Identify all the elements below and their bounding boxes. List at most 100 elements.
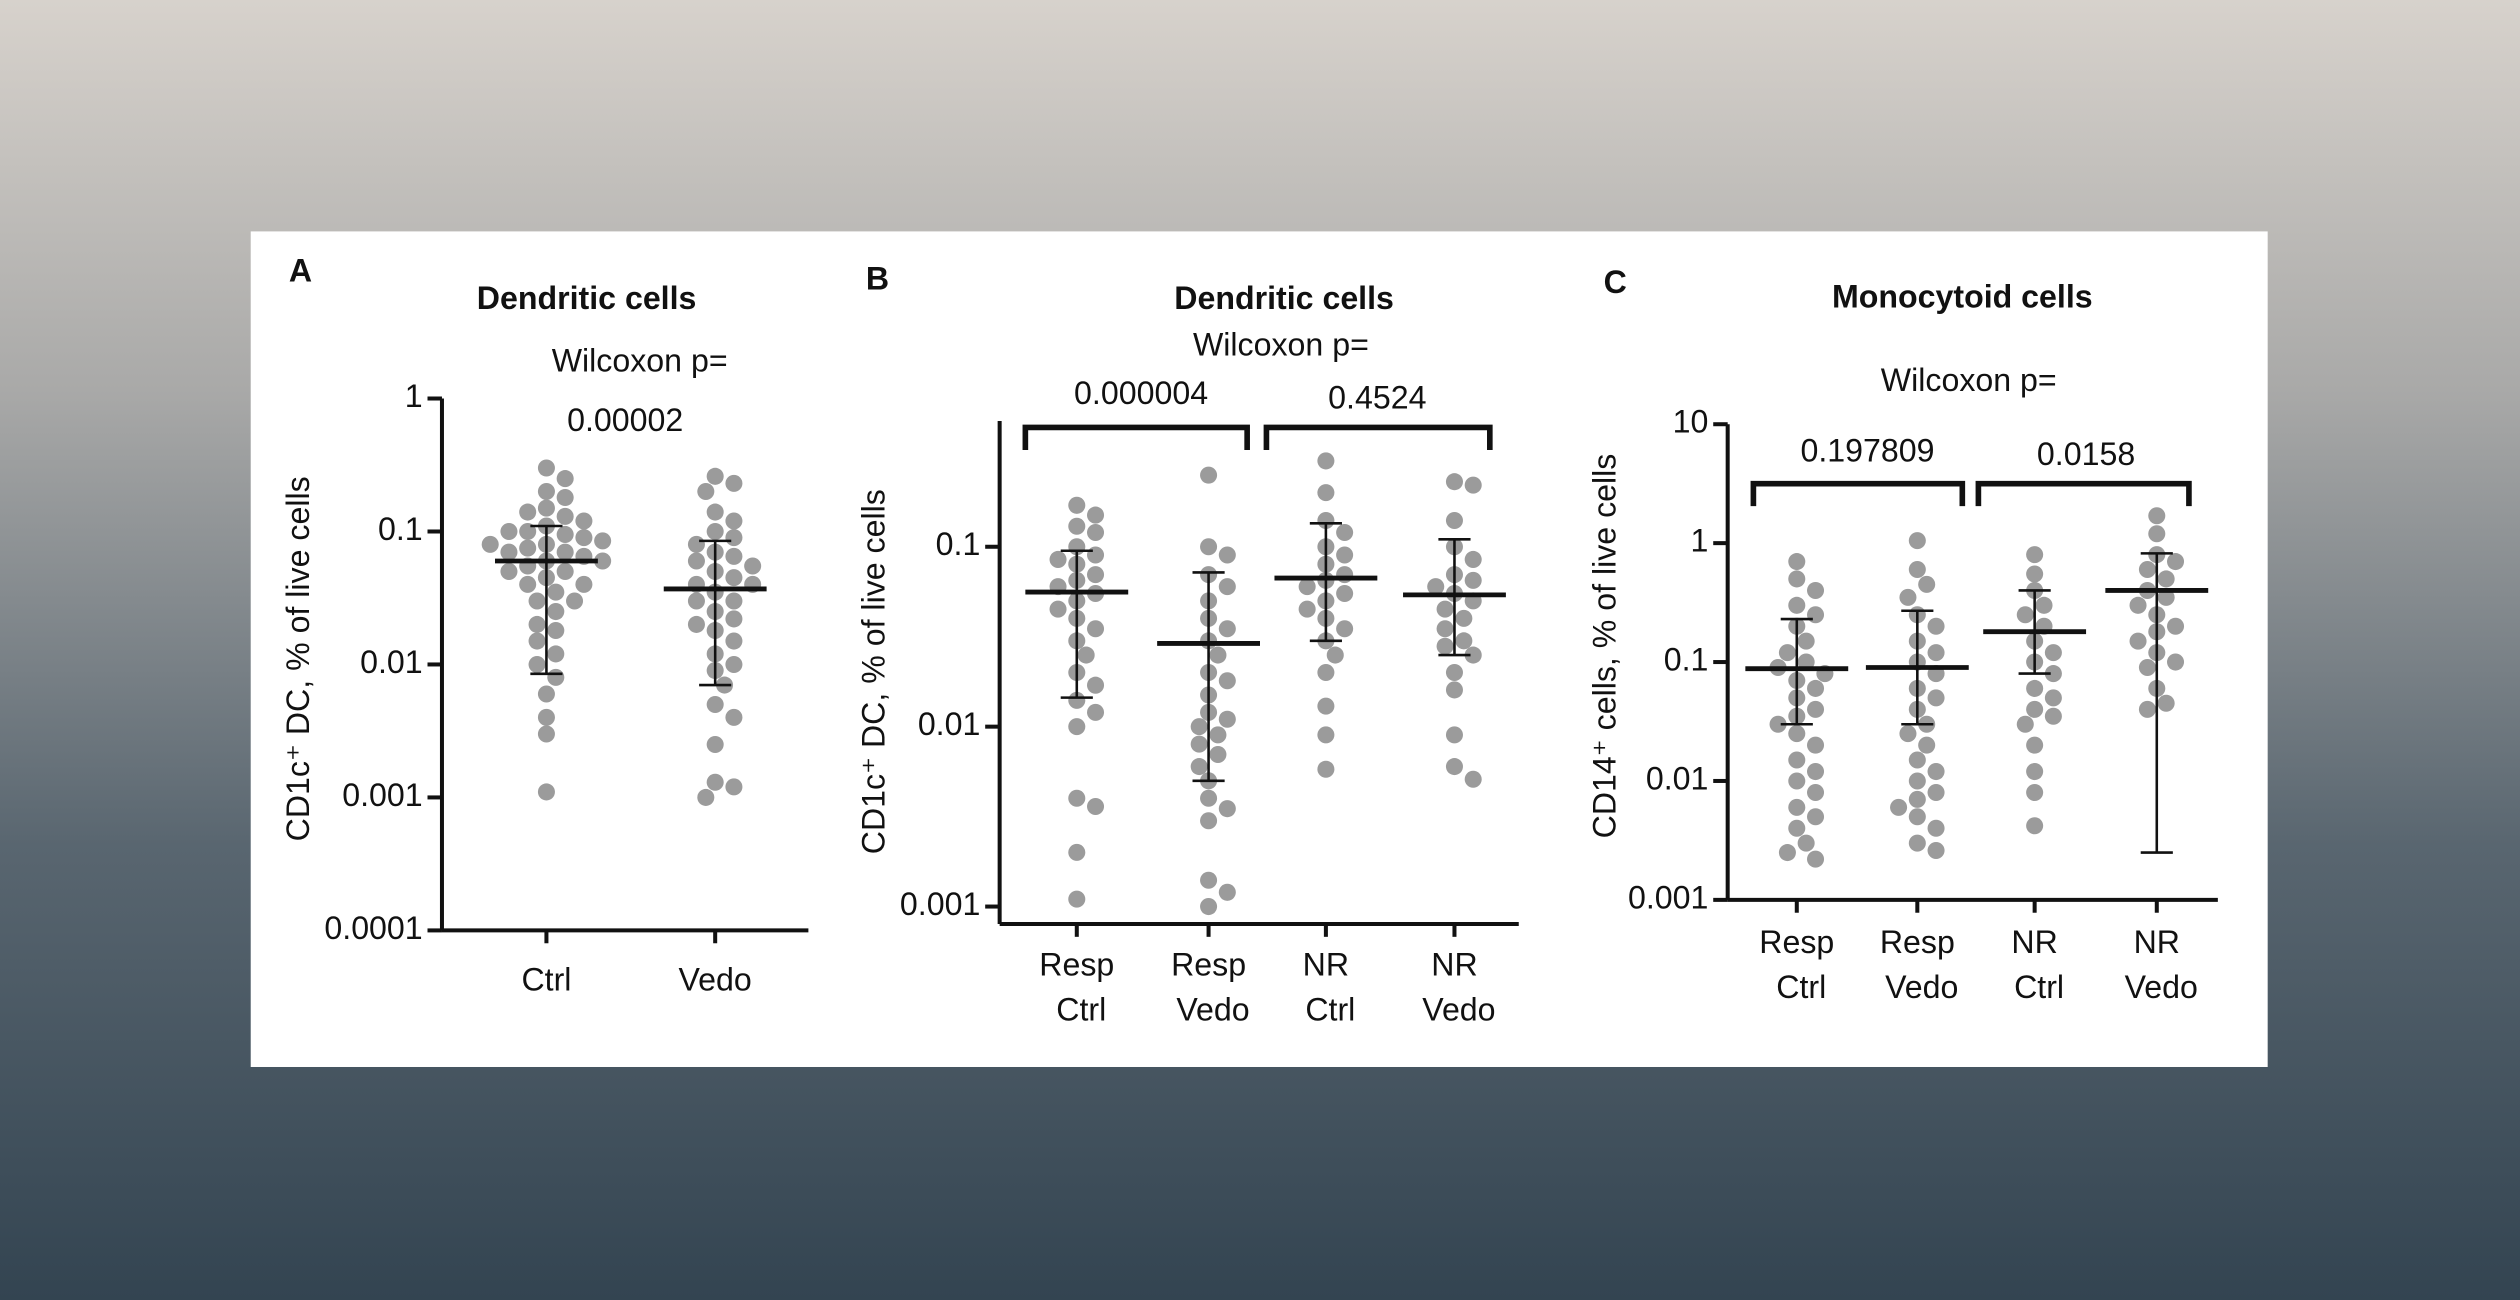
data-dot — [1336, 566, 1354, 584]
data-dot — [528, 655, 546, 673]
data-dot — [1317, 760, 1335, 778]
data-dot — [706, 467, 724, 485]
data-dot — [687, 535, 705, 553]
data-dot — [687, 615, 705, 633]
data-dot — [1190, 758, 1208, 776]
data-dot — [2148, 507, 2166, 525]
x-tick-label: NR Vedo — [2116, 924, 2198, 1005]
data-dot — [706, 736, 724, 754]
data-dot — [2044, 689, 2062, 707]
data-dot — [1927, 783, 1945, 802]
data-dot — [594, 552, 612, 570]
data-dot — [725, 547, 743, 565]
data-dot — [1797, 632, 1815, 650]
p-value: 0.0158 — [2037, 436, 2135, 472]
data-dot — [1918, 736, 1936, 754]
data-dot — [1769, 715, 1787, 733]
data-dot — [519, 539, 537, 557]
data-dot — [1218, 620, 1236, 638]
data-dot — [1087, 506, 1105, 524]
data-dot — [2016, 606, 2034, 624]
data-dot — [1200, 466, 1218, 484]
data-dot — [697, 788, 715, 806]
data-dot — [1807, 736, 1825, 754]
data-dot — [1317, 726, 1335, 744]
data-dot — [1200, 789, 1218, 807]
data-dot — [1890, 798, 1908, 816]
data-dot — [2026, 700, 2044, 718]
data-dot — [1455, 609, 1473, 627]
data-dot — [537, 499, 555, 517]
data-dot — [697, 482, 715, 500]
data-dot — [500, 522, 518, 541]
x-tick-label: NR Ctrl — [2005, 924, 2064, 1005]
data-dot — [706, 695, 724, 714]
data-dot — [547, 668, 565, 686]
data-dot — [556, 543, 574, 561]
data-dot — [687, 592, 705, 610]
data-dot — [1317, 697, 1335, 715]
y-tick-label: 1 — [1691, 523, 1709, 559]
data-dot — [2129, 632, 2147, 650]
data-dot — [556, 563, 574, 581]
data-dot — [2016, 715, 2034, 733]
data-dot — [2044, 707, 2062, 725]
y-tick-label: 10 — [1673, 404, 1709, 440]
data-dot — [1200, 898, 1218, 916]
data-dot — [1807, 783, 1825, 802]
data-dot — [547, 622, 565, 640]
data-dot — [1049, 600, 1067, 618]
data-dot — [725, 778, 743, 796]
data-dot — [725, 474, 743, 492]
data-dot — [1218, 710, 1236, 728]
data-dot — [537, 685, 555, 703]
data-dot — [575, 512, 593, 530]
data-dot — [1087, 620, 1105, 638]
data-dot — [1445, 511, 1463, 529]
data-dot — [528, 615, 546, 633]
data-dot — [1200, 871, 1218, 889]
data-dot — [1218, 578, 1236, 596]
data-dot — [725, 592, 743, 610]
data-dot — [1788, 725, 1806, 743]
panel-label: B — [866, 261, 889, 297]
data-dot — [1068, 496, 1086, 514]
data-dot — [1068, 718, 1086, 736]
chart-title: Monocytoid cells — [1832, 278, 2093, 314]
x-tick-label: Vedo — [679, 961, 752, 997]
data-dot — [537, 725, 555, 743]
data-dot — [1427, 578, 1445, 596]
data-dot — [1317, 452, 1335, 470]
data-dot — [1209, 646, 1227, 664]
x-tick-label: NR Ctrl — [1296, 947, 1355, 1028]
data-dot — [1049, 550, 1067, 568]
x-tick-label: Ctrl — [521, 961, 571, 997]
y-tick-label: 0.001 — [1628, 879, 1708, 915]
data-dot — [1927, 644, 1945, 662]
data-dot — [1797, 834, 1815, 852]
data-dot — [1087, 566, 1105, 584]
data-dot — [2026, 736, 2044, 754]
p-value: 0.000004 — [1074, 375, 1208, 411]
data-dot — [1436, 620, 1454, 638]
data-dot — [1927, 763, 1945, 781]
data-dot — [547, 603, 565, 621]
data-dot — [1807, 700, 1825, 718]
data-dot — [1807, 850, 1825, 868]
data-dot — [500, 543, 518, 561]
data-dot — [1908, 790, 1926, 808]
data-dot — [1788, 570, 1806, 588]
data-dot — [1807, 606, 1825, 624]
data-dot — [725, 529, 743, 547]
data-dot — [1336, 584, 1354, 602]
data-dot — [575, 529, 593, 547]
data-dot — [556, 507, 574, 525]
y-tick-label: 0.1 — [378, 511, 423, 547]
data-dot — [725, 708, 743, 726]
data-dot — [1190, 735, 1208, 753]
data-dot — [1218, 800, 1236, 818]
data-dot — [1436, 600, 1454, 618]
bracket — [1975, 480, 2192, 507]
data-dot — [556, 489, 574, 507]
